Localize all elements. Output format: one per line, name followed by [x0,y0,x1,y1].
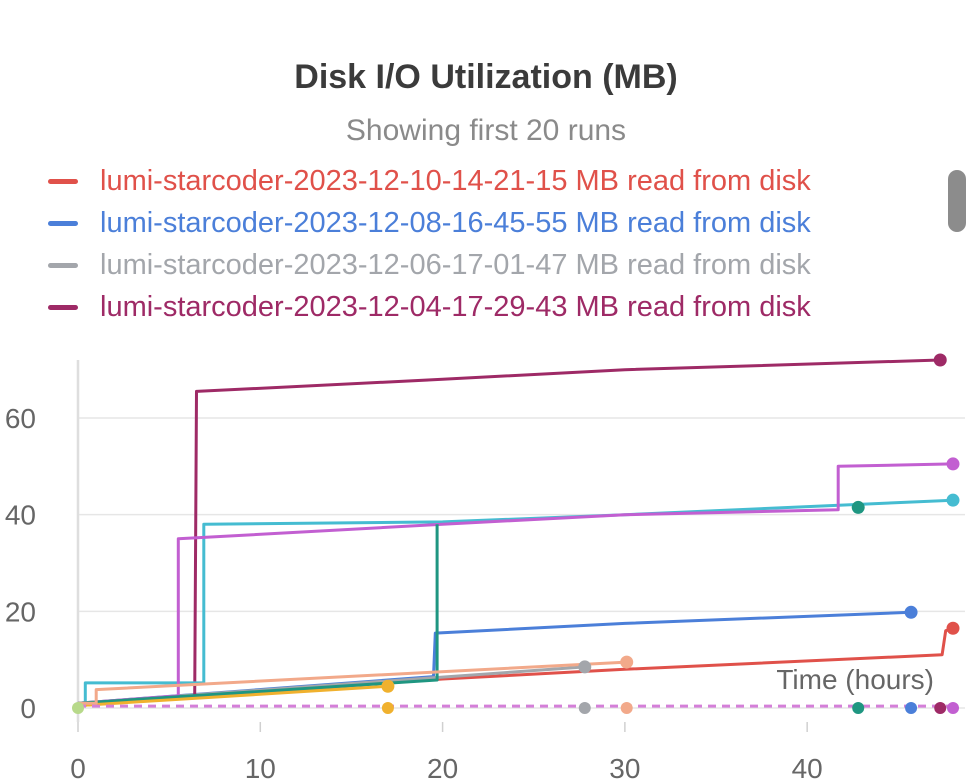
x-tick-label: 20 [427,753,458,783]
series-line-9[interactable] [77,684,388,708]
series-lines [77,358,954,708]
chart-subtitle: Showing first 20 runs [345,114,627,147]
series-end-point[interactable] [946,457,960,471]
legend-label: lumi-starcoder-2023-12-06-17-01-47 MB re… [100,249,811,281]
baseline-point[interactable] [947,702,959,714]
series-line-7[interactable] [77,524,439,705]
series-markers [72,353,960,714]
y-tick-label: 0 [20,693,36,724]
series-end-point[interactable] [904,605,918,619]
baseline-point[interactable] [905,702,918,714]
y-tick-label: 40 [5,500,36,531]
legend-swatch [48,263,78,268]
series-end-point[interactable] [933,353,947,367]
x-tick-label: 0 [70,753,86,783]
baseline-point[interactable] [620,702,633,714]
baseline-point[interactable] [381,702,394,714]
x-tick-label: 40 [792,753,823,783]
axes: 0 20 40 60 0 10 20 30 40 [5,360,823,783]
legend-swatch [48,305,78,310]
series-end-point[interactable] [946,621,960,635]
series-line-10[interactable] [78,660,627,705]
legend-scrollbar[interactable] [948,170,966,232]
chart-title: Disk I/O Utilization (MB) [294,58,678,96]
series-end-point[interactable] [578,660,592,674]
legend-label: lumi-starcoder-2023-12-10-14-21-15 MB re… [100,165,811,197]
series-line-4[interactable] [77,358,941,708]
legend-label: lumi-starcoder-2023-12-04-17-29-43 MB re… [100,291,811,323]
baseline-point[interactable] [934,702,947,714]
series-end-point[interactable] [946,493,960,507]
baseline-point[interactable] [72,702,84,714]
x-tick-label: 30 [609,753,640,783]
series-end-point[interactable] [851,500,865,514]
baseline-point[interactable] [852,702,865,714]
legend-swatch [48,179,78,184]
legend-label: lumi-starcoder-2023-12-08-16-45-55 MB re… [100,207,811,239]
y-tick-label: 20 [5,596,36,627]
series-end-point[interactable] [620,655,634,669]
series-line-6[interactable] [77,462,954,705]
gridlines [78,417,965,709]
x-tick-label: 10 [245,753,276,783]
legend-swatch [48,221,78,226]
series-end-point[interactable] [381,679,395,693]
y-tick-label: 60 [5,403,36,434]
baseline-point[interactable] [578,702,591,714]
x-axis-label: Time (hours) [776,664,934,695]
